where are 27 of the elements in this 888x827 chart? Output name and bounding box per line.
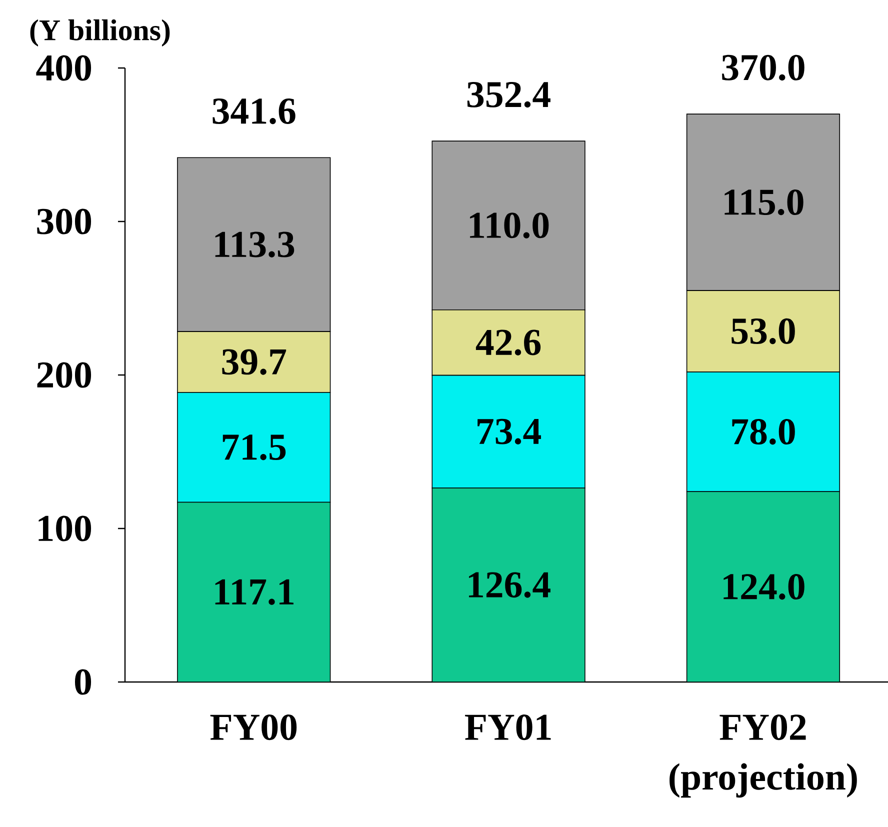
bar: [432, 488, 586, 682]
data-label: 113.3: [215, 232, 294, 258]
data-label: 78.0: [732, 418, 795, 445]
data-label: 53.0: [732, 318, 795, 344]
y-tick-label: 300: [37, 208, 92, 234]
y-tick-label: 100: [38, 516, 92, 542]
data-label: 126.4: [468, 572, 550, 598]
data-label: 39.7: [222, 349, 286, 375]
data-label: 42.6: [476, 330, 541, 356]
x-tick-label: FY00: [210, 714, 297, 740]
y-tick-label: 0: [74, 669, 92, 695]
total-label: 341.6: [212, 98, 296, 124]
total-label: 352.4: [467, 82, 550, 108]
y-axis-title: (Y billions): [30, 19, 170, 46]
y-tick-label: 200: [37, 362, 92, 388]
data-label: 124.0: [724, 574, 804, 600]
x-tick-label: FY02 (projection): [670, 714, 857, 798]
data-label: 73.4: [478, 418, 541, 444]
y-tick-label: 400: [36, 55, 92, 81]
bar: [177, 502, 331, 682]
data-label: 110.0: [470, 212, 549, 238]
data-label: 117.1: [215, 579, 294, 605]
data-label: 115.0: [724, 189, 804, 216]
bar: [686, 491, 840, 682]
total-label: 370.0: [722, 54, 804, 81]
data-label: 71.5: [222, 434, 286, 460]
x-tick-label: FY01: [465, 714, 551, 740]
